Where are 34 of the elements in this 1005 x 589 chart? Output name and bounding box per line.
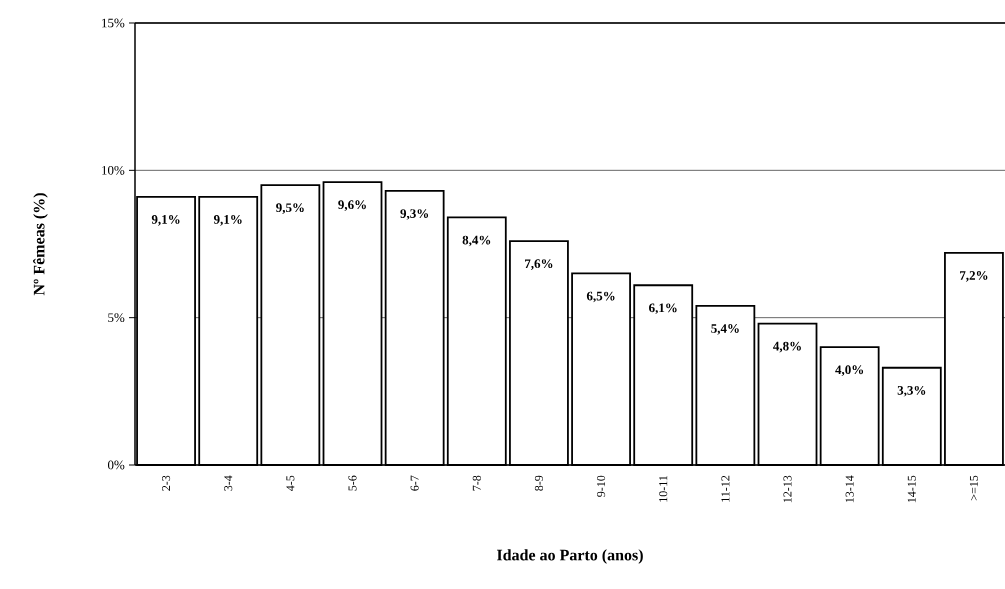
y-tick-label: 10% bbox=[102, 165, 125, 175]
x-tick-label: 11-12 bbox=[721, 475, 730, 502]
data-label: 6,1% bbox=[649, 303, 677, 315]
x-tick-label: 3-4 bbox=[224, 475, 233, 491]
data-label: 9,5% bbox=[276, 203, 304, 214]
data-label: 4,0% bbox=[835, 365, 864, 376]
x-tick-label: 5-6 bbox=[348, 475, 357, 491]
x-tick-label: 6-7 bbox=[410, 475, 419, 491]
data-label: 9,6% bbox=[338, 200, 366, 211]
x-tick-label: 8-9 bbox=[534, 475, 543, 491]
data-label: 6,5% bbox=[586, 291, 615, 303]
data-label: 9,1% bbox=[213, 215, 242, 226]
x-tick-label: 13-14 bbox=[845, 475, 854, 503]
y-tick-label: 15% bbox=[102, 18, 125, 28]
y-axis-title: Nº Fêmeas (%) bbox=[33, 193, 48, 296]
data-label: 9,3% bbox=[400, 209, 429, 220]
data-label: 9,1% bbox=[151, 215, 180, 226]
data-label: 4,8% bbox=[773, 341, 801, 353]
x-tick-label: 4-5 bbox=[286, 475, 295, 491]
data-label: 5,4% bbox=[711, 324, 739, 335]
x-tick-label: 10-11 bbox=[659, 475, 668, 502]
x-axis-title: Idade ao Parto (anos) bbox=[497, 549, 643, 564]
x-tick-label: 12-13 bbox=[783, 475, 792, 503]
data-label: 7,2% bbox=[960, 271, 988, 282]
data-label: 8,4% bbox=[462, 235, 491, 247]
y-tick-label: 5% bbox=[108, 313, 125, 323]
data-label: 7,6% bbox=[525, 259, 553, 270]
x-tick-label: 2-3 bbox=[162, 475, 171, 491]
x-tick-label: 14-15 bbox=[907, 475, 916, 503]
y-tick-label: 0% bbox=[107, 460, 125, 470]
x-tick-label: 9-10 bbox=[597, 475, 606, 497]
data-label: 3,3% bbox=[897, 385, 926, 397]
x-tick-label: 7-8 bbox=[472, 475, 481, 491]
x-tick-label: >=15 bbox=[969, 475, 978, 501]
